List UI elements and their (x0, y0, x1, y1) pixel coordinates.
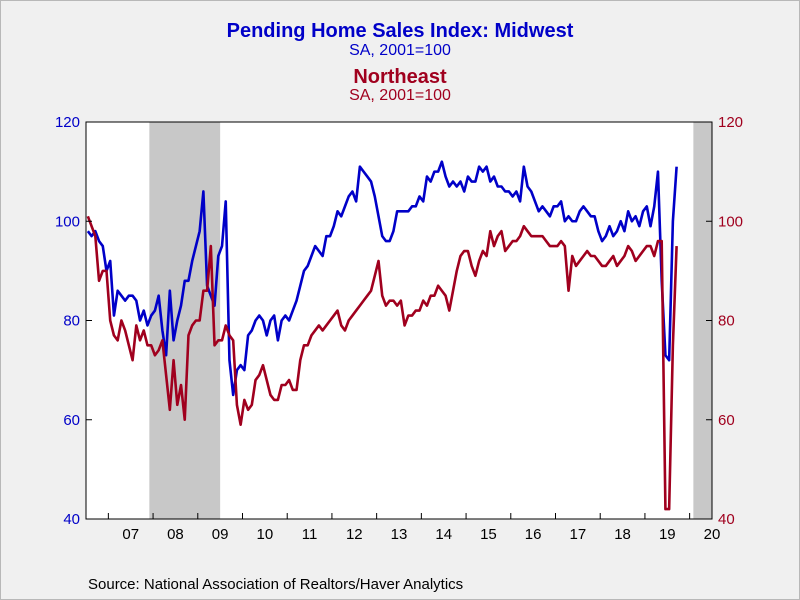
x-tick-label: 09 (212, 526, 229, 543)
y-left-tick-label: 120 (55, 114, 80, 131)
x-tick-label: 18 (614, 526, 631, 543)
recession-band (149, 122, 221, 519)
y-right-tick-label: 120 (718, 114, 743, 131)
y-left-tick-label: 60 (63, 412, 80, 429)
x-tick-label: 20 (704, 526, 721, 543)
y-left-tick-label: 100 (55, 213, 80, 230)
series-line-northeast (86, 215, 678, 511)
x-tick-label: 16 (525, 526, 542, 543)
series-line-midwest (86, 160, 678, 397)
y-right-tick-label: 100 (718, 213, 743, 230)
x-tick-label: 10 (257, 526, 274, 543)
x-tick-label: 07 (122, 526, 139, 543)
x-tick-label: 13 (391, 526, 408, 543)
x-tick-label: 08 (167, 526, 184, 543)
x-tick-label: 11 (302, 526, 318, 543)
x-tick-label: 12 (346, 526, 363, 543)
chart-subtitle-midwest: SA, 2001=100 (349, 42, 451, 59)
y-left-tick-label: 80 (63, 313, 80, 330)
x-tick-label: 14 (435, 526, 452, 543)
chart-source-note: Source: National Association of Realtors… (88, 576, 464, 593)
chart-title-midwest: Pending Home Sales Index: Midwest (226, 20, 574, 42)
y-right-tick-label: 60 (718, 412, 735, 429)
chart-title-northeast: Northeast (353, 66, 447, 88)
y-left-tick-label: 40 (63, 511, 80, 528)
x-tick-label: 19 (659, 526, 676, 543)
x-tick-label: 17 (570, 526, 587, 543)
chart-subtitle-northeast: SA, 2001=100 (349, 87, 451, 104)
x-tick-label: 15 (480, 526, 497, 543)
y-right-tick-label: 80 (718, 313, 735, 330)
y-right-tick-label: 40 (718, 511, 735, 528)
